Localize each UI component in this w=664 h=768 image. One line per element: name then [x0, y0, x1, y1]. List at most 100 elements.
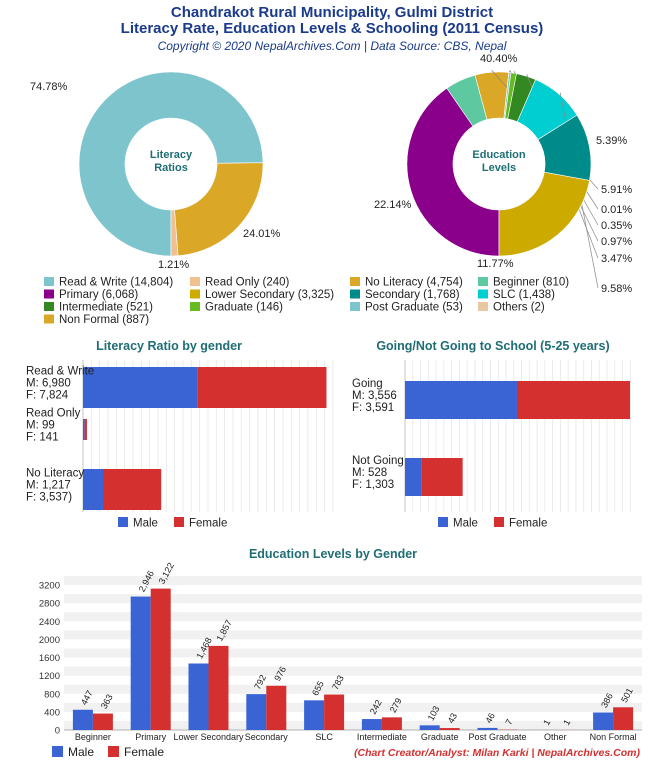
bar-secondary-female: [266, 685, 287, 730]
bar-read-only-male: [83, 419, 85, 440]
x-tick-label: Graduate: [421, 732, 459, 742]
bar-value-label: 1: [541, 718, 552, 727]
pie-pct-label: 0.35%: [601, 220, 632, 232]
x-tick-label: Intermediate: [357, 732, 407, 742]
legend-label-female: Female: [509, 518, 547, 530]
legend-swatch: [44, 314, 54, 324]
bar-intermediate-male: [361, 719, 382, 730]
bar-value-label: 7: [503, 717, 514, 726]
legend-label: Intermediate (521): [59, 302, 153, 314]
legend-swatch-female: [174, 517, 184, 527]
bar-beginner-female: [92, 713, 113, 730]
male-count-label: M: 99: [26, 420, 55, 432]
bar-slc-male: [304, 700, 325, 730]
category-label: Going: [352, 378, 383, 390]
bar-post-graduate-male: [477, 727, 498, 730]
male-count-label: M: 3,556: [352, 390, 397, 402]
legend-swatch: [190, 277, 200, 286]
female-count-label: F: 3,537): [26, 492, 72, 504]
x-tick-label: Non Formal: [590, 732, 637, 742]
bar-graduate-male: [419, 725, 440, 730]
horizontal-bar-chart-1: Going/Not Going to School (5-25 years) Go…: [352, 339, 631, 530]
grid-band: [64, 630, 642, 640]
legend-swatch-male: [438, 517, 448, 527]
y-tick-label: 2400: [39, 617, 60, 628]
legend-label-female: Female: [189, 518, 227, 530]
bar-value-label: 1: [561, 718, 572, 727]
grid-band: [64, 702, 642, 712]
legend-label: Post Graduate (53): [365, 302, 463, 314]
pie-slice-read-write: [78, 71, 264, 257]
bar-read-only-female: [84, 419, 87, 440]
donut-center-label: Ratios: [154, 162, 188, 174]
legend-label: Secondary (1,768): [365, 289, 460, 301]
legend-label: Graduate (146): [205, 302, 283, 314]
male-count-label: M: 1,217: [26, 480, 71, 492]
chart-subtitle: Copyright © 2020 NepalArchives.Com | Dat…: [157, 39, 507, 53]
bar-value-label: 242: [368, 698, 384, 716]
bar-value-label: 43: [446, 711, 460, 725]
bar-read-write-female: [197, 367, 327, 408]
bar-graduate-female: [439, 728, 460, 730]
y-tick-label: 1200: [39, 671, 60, 682]
x-tick-label: SLC: [315, 732, 333, 742]
grid-band: [64, 666, 642, 676]
pie-pct-label: 9.58%: [601, 283, 632, 295]
y-tick-label: 800: [44, 689, 60, 700]
pie-pct-label: 40.40%: [480, 53, 518, 65]
legend-swatch: [44, 302, 54, 311]
category-label: Read Only: [26, 408, 81, 420]
y-tick-label: 2800: [39, 599, 60, 610]
donut-chart-1: 40.40% 5.39% 5.91% 0.01% 0.35% 0.97% 3.47% 9.58…: [374, 53, 632, 295]
female-count-label: F: 7,824: [26, 390, 69, 402]
x-tick-label: Beginner: [75, 732, 111, 742]
legend-swatch: [190, 302, 200, 311]
legend-label: Primary (6,068): [59, 289, 138, 301]
legend-swatch: [44, 289, 54, 299]
donut-center-label: Education: [472, 149, 525, 161]
pie-slice-read-only: [170, 209, 179, 257]
x-tick-label: Secondary: [245, 732, 289, 742]
donut-center-label: Levels: [482, 162, 516, 174]
legend-swatch-female: [494, 517, 504, 527]
grid-band: [64, 594, 642, 604]
chart-title: Going/Not Going to School (5-25 years): [376, 339, 609, 353]
legend-label: Others (2): [493, 302, 545, 314]
pie-legend: Read & Write (14,804) Read Only (240) No L…: [44, 277, 569, 326]
bar-slc-female: [324, 694, 345, 730]
grid-band: [64, 720, 642, 730]
legend-swatch: [44, 277, 54, 286]
female-count-label: F: 1,303: [352, 479, 394, 491]
grid-band: [64, 576, 642, 586]
legend-label-male: Male: [133, 518, 158, 530]
pie-pct-label: 0.97%: [601, 236, 632, 248]
male-count-label: M: 528: [352, 467, 387, 479]
x-tick-label: Lower Secondary: [173, 732, 244, 742]
female-count-label: F: 3,591: [352, 402, 394, 414]
legend-label: Non Formal (887): [59, 314, 149, 326]
legend-swatch: [478, 277, 488, 286]
bar-not-going-female: [421, 458, 463, 496]
pie-pct-label: 3.47%: [601, 253, 632, 265]
legend-swatch: [190, 289, 200, 299]
male-count-label: M: 6,980: [26, 378, 71, 390]
bar-value-label: 46: [483, 711, 497, 725]
pie-pct-label: 5.39%: [596, 135, 627, 147]
bar-lower-secondary-male: [188, 663, 209, 730]
legend-label: Read & Write (14,804): [59, 277, 173, 289]
donut-center-label: Literacy: [150, 149, 193, 161]
legend-swatch-female: [108, 746, 119, 757]
pie-pct-label: 5.91%: [601, 184, 632, 196]
legend-swatch: [350, 289, 360, 299]
bar-primary-female: [150, 588, 171, 730]
y-tick-label: 2000: [39, 635, 60, 646]
bar-lower-secondary-female: [208, 645, 229, 730]
vertical-bar-chart: Education Levels by Gender 0 400 800 1200 160…: [39, 547, 642, 759]
pie-pct-label: 24.01%: [243, 228, 281, 240]
y-tick-label: 1600: [39, 653, 60, 664]
legend-label: Beginner (810): [493, 277, 569, 289]
category-label: No Literacy: [26, 468, 84, 480]
